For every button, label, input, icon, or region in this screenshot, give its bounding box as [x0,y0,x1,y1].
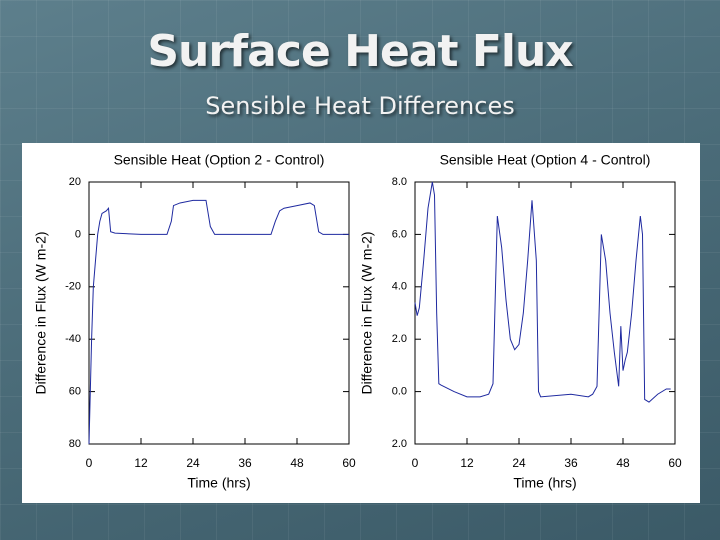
y-tick-label: -20 [65,281,81,293]
y-tick-label: 6.0 [392,228,407,240]
chart-title: Sensible Heat (Option 4 - Control) [440,152,651,168]
y-tick-label: 0 [75,228,81,240]
y-tick-label: 8.0 [392,176,407,188]
slide-title: Surface Heat Flux [147,26,573,77]
x-tick-label: 36 [564,456,578,470]
plot-frame [414,181,676,445]
chart-title: Sensible Heat (Option 2 - Control) [114,152,325,168]
panel-background [22,143,700,503]
y-tick-label: 80 [69,438,81,450]
x-tick-label: 0 [86,456,93,470]
x-axis-label: Time (hrs) [513,475,576,491]
x-axis-label: Time (hrs) [187,475,250,491]
plot-frame [88,181,350,445]
x-tick-label: 60 [668,456,682,470]
x-tick-label: 12 [134,456,148,470]
x-tick-label: 48 [616,456,630,470]
y-tick-label: 2.0 [392,333,407,345]
x-tick-label: 24 [186,456,200,470]
y-tick-label: 60 [69,386,81,398]
y-tick-label: 2.0 [392,438,407,450]
y-tick-label: -40 [65,333,81,345]
data-line [88,199,349,445]
y-axis-label: Difference in Flux (W m-2) [33,231,49,394]
x-tick-label: 48 [290,456,304,470]
x-tick-label: 24 [512,456,526,470]
x-tick-label: 60 [342,456,356,470]
y-axis-label: Difference in Flux (W m-2) [359,231,375,394]
slide-subtitle: Sensible Heat Differences [205,92,515,120]
y-tick-label: 4.0 [392,281,407,293]
charts-panel: Sensible Heat (Option 2 - Control) Time (… [22,143,700,503]
x-tick-label: 12 [460,456,474,470]
data-line [414,181,671,403]
x-tick-label: 0 [412,456,419,470]
y-tick-label: 0.0 [392,386,407,398]
y-tick-label: 20 [69,176,81,188]
x-tick-label: 36 [238,456,252,470]
